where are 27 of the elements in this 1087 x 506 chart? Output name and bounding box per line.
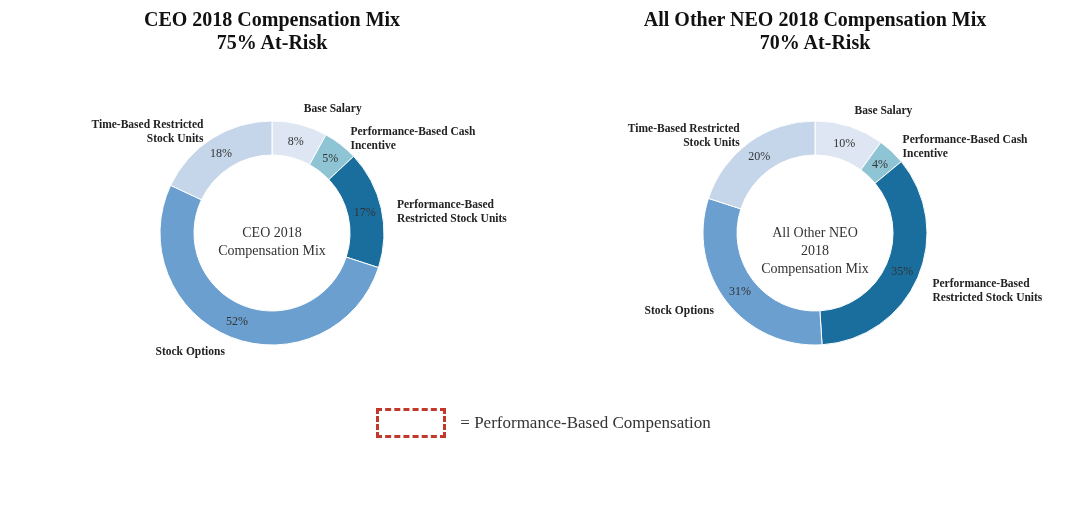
chart-subtitle: 75% At-Risk <box>216 31 328 53</box>
data-label: 5% <box>321 150 338 165</box>
data-label: 17% <box>353 205 376 220</box>
slice-label: Performance-Based Restricted Stock Units <box>932 276 1044 303</box>
data-label: 35% <box>891 263 914 278</box>
slice-label: Stock Options <box>155 345 226 359</box>
slice-label: Performance-Based Cash Incentive <box>902 132 1029 159</box>
data-label: 31% <box>729 284 752 299</box>
text: = Performance-Based Compensation <box>460 413 711 433</box>
data-label: 10% <box>833 135 856 150</box>
text: All Other NEO 2018 Compensation Mix <box>761 225 870 276</box>
slice-label: Stock Options <box>644 304 715 318</box>
slice-label: Base Salary <box>854 104 913 118</box>
slice-label: Time-Based Restricted Stock Units <box>628 122 741 149</box>
data-label: 18% <box>209 145 232 160</box>
slice-label: Performance-Based Cash Incentive <box>350 124 476 151</box>
data-label: 4% <box>872 156 889 171</box>
slice-label: Time-Based Restricted Stock Units <box>91 117 204 144</box>
chart-title: CEO 2018 Compensation Mix <box>143 8 400 31</box>
chart-title: All Other NEO 2018 Compensation Mix <box>644 8 987 31</box>
slice-label: Performance-Based Restricted Stock Units <box>396 198 508 225</box>
text: CEO 2018 Compensation Mix <box>217 225 326 258</box>
slice-label: Base Salary <box>303 102 362 116</box>
data-label: 52% <box>225 314 248 329</box>
data-label: 20% <box>748 149 771 164</box>
chart-subtitle: 70% At-Risk <box>759 31 872 53</box>
data-label: 8% <box>287 133 304 148</box>
